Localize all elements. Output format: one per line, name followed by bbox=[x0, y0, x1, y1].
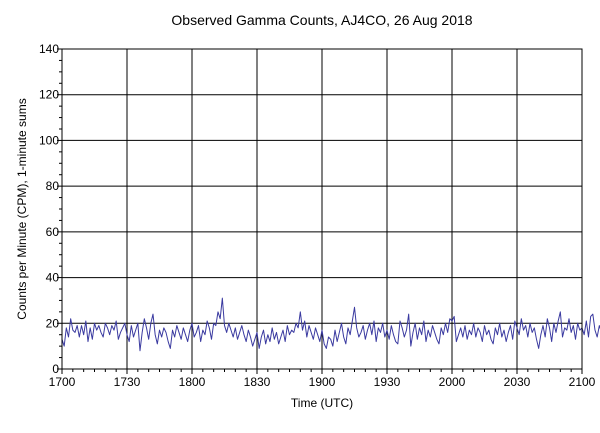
y-tick-label: 120 bbox=[39, 88, 59, 102]
y-tick-label: 100 bbox=[39, 133, 59, 147]
x-tick-label: 1930 bbox=[374, 375, 401, 389]
y-tick-label: 40 bbox=[46, 271, 60, 285]
y-tick-label: 0 bbox=[52, 362, 59, 376]
y-tick-label: 140 bbox=[39, 42, 59, 56]
x-axis-label: Time (UTC) bbox=[291, 396, 353, 410]
y-tick-label: 60 bbox=[46, 225, 60, 239]
x-tick-label: 1700 bbox=[49, 375, 76, 389]
y-tick-label: 80 bbox=[46, 179, 60, 193]
y-axis-label: Counts per Minute (CPM), 1-minute sums bbox=[15, 98, 29, 319]
chart-title: Observed Gamma Counts, AJ4CO, 26 Aug 201… bbox=[171, 12, 472, 28]
y-tick-label: 20 bbox=[46, 316, 60, 330]
x-tick-label: 2100 bbox=[569, 375, 596, 389]
x-tick-label: 2000 bbox=[439, 375, 466, 389]
series-line-0 bbox=[61, 297, 600, 352]
x-tick-label: 1900 bbox=[309, 375, 336, 389]
x-tick-label: 2030 bbox=[504, 375, 531, 389]
x-tick-label: 1730 bbox=[114, 375, 141, 389]
x-tick-label: 1830 bbox=[244, 375, 271, 389]
tick-labels: 1700 1730 1800 1830 1900 1930 2000 2030 2100 0 20 4… bbox=[39, 42, 596, 389]
series-layer bbox=[61, 297, 600, 352]
x-tick-label: 1800 bbox=[179, 375, 206, 389]
axis-ticks bbox=[57, 48, 583, 374]
grid-lines bbox=[62, 49, 582, 369]
